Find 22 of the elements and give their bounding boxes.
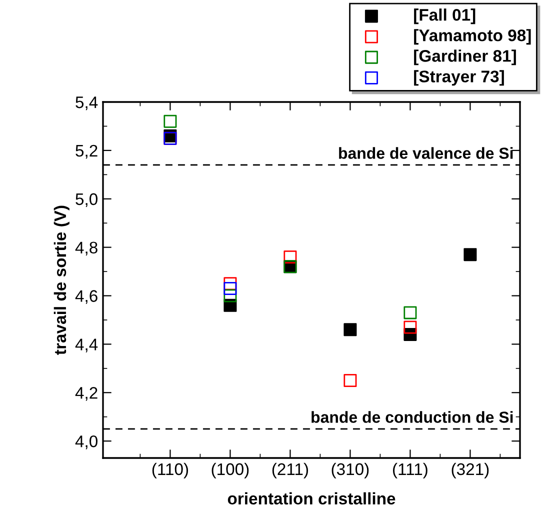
x-tick-label: (110) (152, 462, 188, 478)
x-tick-label: (321) (452, 462, 489, 478)
y-tick-label: 4,8 (75, 242, 98, 256)
x-tick-label: (100) (212, 462, 249, 478)
y-tick-label: 4,0 (75, 435, 98, 450)
ref-line-label: bande de conduction de Si (312, 411, 513, 423)
legend-label: [Strayer 73] (414, 70, 504, 86)
y-tick-label: 5,0 (76, 193, 98, 208)
x-tick-label: (310) (332, 462, 369, 478)
y-tick-label: 5,2 (76, 144, 98, 159)
y-axis-title: travail de sortie (V) (54, 206, 70, 355)
legend-label: [Gardiner 81] (414, 50, 516, 66)
x-tick-label: (111) (393, 462, 428, 478)
x-axis-title: orientation cristalline (228, 492, 396, 505)
legend-label: [Yamamoto 98] (414, 29, 531, 45)
y-tick-label: 5,4 (76, 96, 98, 110)
legend-label: [Fall 01] (414, 8, 476, 24)
ref-line-label: bande de valence de Si (339, 147, 513, 159)
y-tick-label: 4,4 (75, 338, 98, 352)
y-tick-label: 4,2 (75, 387, 98, 401)
x-tick-label: (211) (272, 462, 308, 478)
y-tick-label: 4,6 (75, 290, 98, 304)
